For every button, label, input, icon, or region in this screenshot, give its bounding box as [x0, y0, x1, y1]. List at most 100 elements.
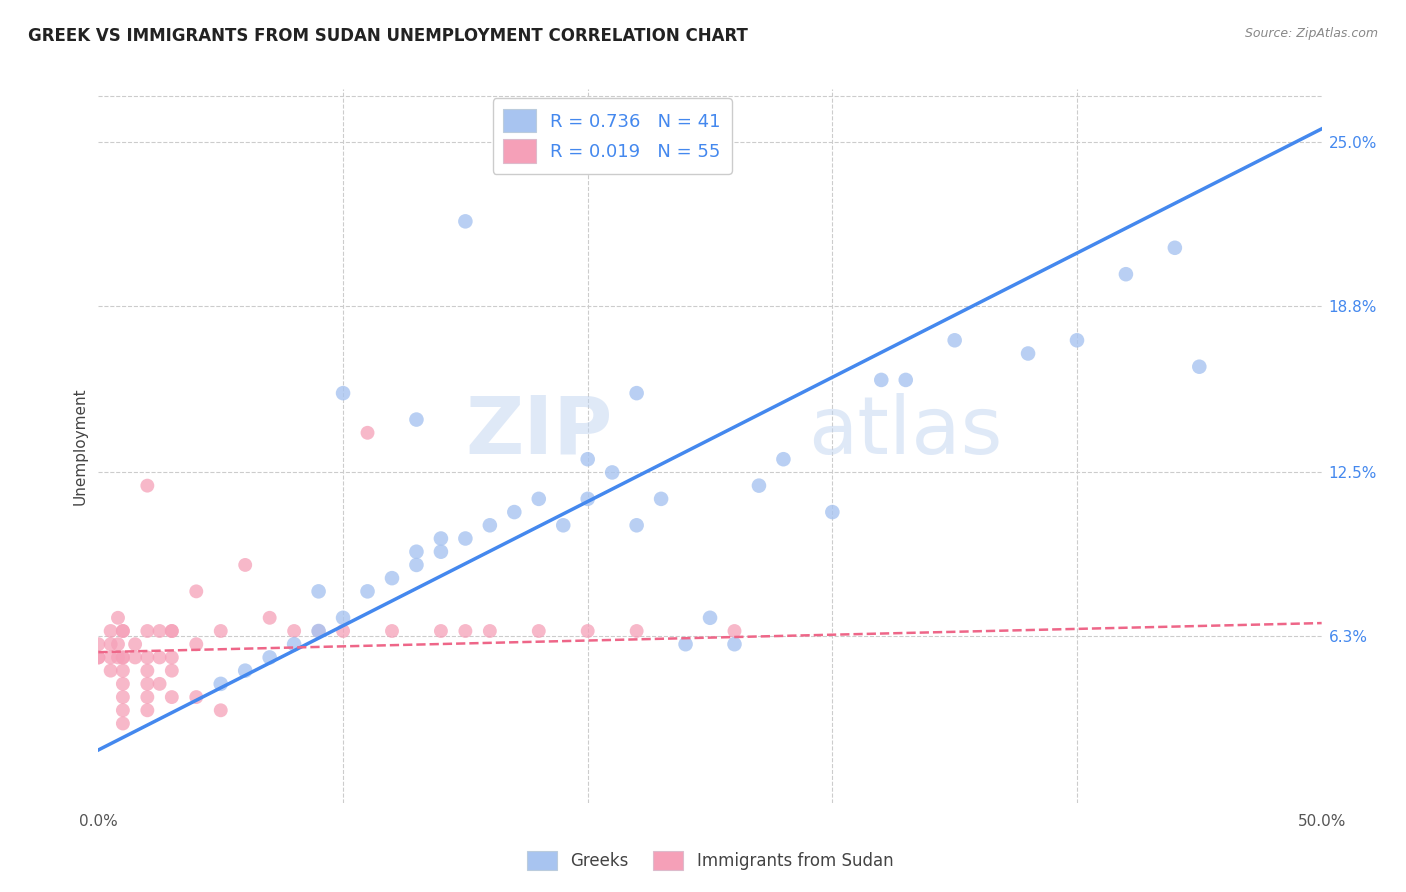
Point [107, 650, 129, 665]
Point [160, 664, 183, 678]
Point [454, 624, 477, 638]
Point [748, 478, 770, 492]
Point [626, 624, 648, 638]
Point [430, 624, 453, 638]
Point [160, 690, 183, 704]
Legend: Greeks, Immigrants from Sudan: Greeks, Immigrants from Sudan [520, 844, 900, 877]
Point [283, 637, 305, 651]
Point [209, 677, 232, 691]
Point [100, 664, 122, 678]
Point [821, 505, 844, 519]
Point [87, 637, 110, 651]
Point [699, 611, 721, 625]
Point [553, 518, 575, 533]
Point [124, 637, 146, 651]
Point [111, 624, 134, 638]
Point [308, 584, 330, 599]
Point [894, 373, 917, 387]
Point [332, 624, 354, 638]
Point [186, 690, 208, 704]
Point [87, 650, 110, 665]
Point [136, 690, 159, 704]
Point [136, 478, 159, 492]
Point [209, 624, 232, 638]
Point [405, 412, 427, 426]
Point [107, 637, 129, 651]
Point [1066, 333, 1088, 347]
Point [454, 214, 477, 228]
Point [87, 650, 110, 665]
Point [136, 650, 159, 665]
Point [111, 650, 134, 665]
Text: Source: ZipAtlas.com: Source: ZipAtlas.com [1244, 27, 1378, 40]
Point [107, 611, 129, 625]
Point [503, 505, 526, 519]
Point [454, 532, 477, 546]
Point [650, 491, 672, 506]
Point [405, 545, 427, 559]
Text: GREEK VS IMMIGRANTS FROM SUDAN UNEMPLOYMENT CORRELATION CHART: GREEK VS IMMIGRANTS FROM SUDAN UNEMPLOYM… [28, 27, 748, 45]
Point [233, 664, 256, 678]
Point [111, 690, 134, 704]
Point [308, 624, 330, 638]
Point [405, 558, 427, 572]
Point [100, 650, 122, 665]
Y-axis label: Unemployment: Unemployment [72, 387, 87, 505]
Point [478, 624, 501, 638]
Point [160, 624, 183, 638]
Point [136, 677, 159, 691]
Point [356, 584, 378, 599]
Point [576, 624, 599, 638]
Point [111, 650, 134, 665]
Point [576, 491, 599, 506]
Point [149, 677, 172, 691]
Point [381, 624, 404, 638]
Point [111, 677, 134, 691]
Point [527, 624, 550, 638]
Point [259, 650, 281, 665]
Point [1164, 241, 1187, 255]
Point [149, 624, 172, 638]
Point [136, 703, 159, 717]
Point [111, 664, 134, 678]
Point [308, 624, 330, 638]
Point [259, 611, 281, 625]
Point [600, 466, 623, 480]
Point [100, 637, 122, 651]
Point [356, 425, 378, 440]
Point [1115, 267, 1137, 281]
Text: ZIP: ZIP [465, 392, 612, 471]
Point [527, 491, 550, 506]
Point [723, 637, 745, 651]
Point [209, 703, 232, 717]
Point [1188, 359, 1211, 374]
Point [124, 650, 146, 665]
Point [136, 664, 159, 678]
Point [283, 624, 305, 638]
Point [233, 558, 256, 572]
Point [149, 650, 172, 665]
Point [626, 386, 648, 401]
Point [136, 624, 159, 638]
Point [772, 452, 794, 467]
Point [675, 637, 697, 651]
Point [160, 624, 183, 638]
Point [723, 624, 745, 638]
Point [1017, 346, 1039, 360]
Point [381, 571, 404, 585]
Point [576, 452, 599, 467]
Point [186, 584, 208, 599]
Point [430, 545, 453, 559]
Point [332, 611, 354, 625]
Point [430, 532, 453, 546]
Point [100, 624, 122, 638]
Point [626, 518, 648, 533]
Point [160, 650, 183, 665]
Point [111, 703, 134, 717]
Point [332, 386, 354, 401]
Point [111, 624, 134, 638]
Point [186, 637, 208, 651]
Point [478, 518, 501, 533]
Point [943, 333, 966, 347]
Point [111, 716, 134, 731]
